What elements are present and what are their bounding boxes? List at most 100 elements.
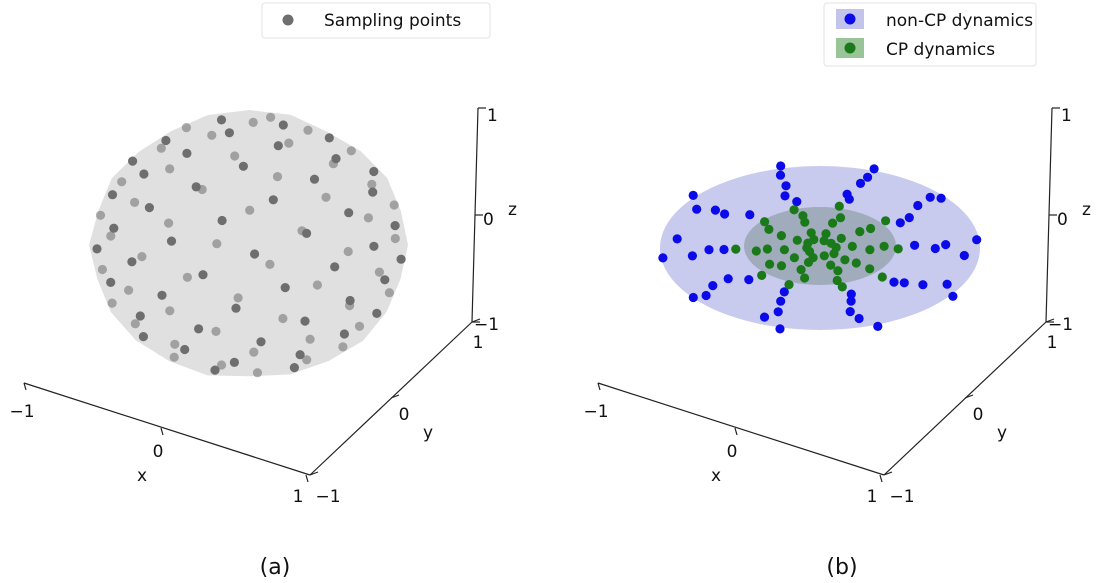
sampling-point (309, 174, 320, 184)
z-tick-label-b-1: 0 (1057, 210, 1068, 230)
y-axis-line-b (883, 321, 1047, 476)
cp-point (784, 280, 794, 290)
z-axis-label-b: z (1082, 200, 1091, 220)
sampling-point (374, 267, 384, 277)
non-cp-point (759, 312, 770, 322)
sampling-point (305, 334, 315, 344)
sampling-point (338, 342, 348, 352)
sampling-point (302, 228, 312, 238)
non-cp-point (948, 291, 958, 301)
panel-b: non-CP dynamics CP dynamics −1 0 1 x −1 … (583, 2, 1091, 580)
non-cp-point (781, 181, 791, 191)
cp-point (855, 227, 865, 237)
sampling-point (230, 151, 240, 161)
cp-point (847, 241, 857, 251)
x-tick-label-b-0: −1 (583, 402, 608, 422)
sampling-point (130, 319, 140, 329)
y-axis-label: y (423, 423, 433, 443)
non-cp-point (895, 218, 905, 228)
non-cp-point (672, 234, 682, 244)
sampling-point (157, 290, 167, 300)
x-axis-line (23, 382, 311, 476)
x-tick-label-2: 1 (293, 487, 304, 507)
non-cp-point (936, 193, 946, 203)
non-cp-point (910, 240, 920, 250)
sampling-point (238, 161, 248, 171)
cp-point (826, 238, 836, 248)
non-cp-point (845, 307, 855, 317)
sampling-point (346, 146, 356, 156)
sampling-point (107, 298, 117, 308)
sampling-point (343, 246, 353, 257)
non-cp-point (889, 277, 899, 287)
non-cp-point (925, 192, 935, 202)
sampling-point (137, 252, 147, 262)
sampling-point (224, 128, 234, 138)
x-tick-mark-b-2 (879, 474, 883, 483)
cp-point (826, 260, 836, 270)
sampling-point (390, 221, 400, 231)
sampling-point (300, 316, 310, 326)
sampling-point (181, 123, 191, 133)
non-cp-point (846, 289, 856, 299)
sampling-point (144, 203, 154, 213)
cp-point (821, 229, 831, 239)
cp-point (879, 241, 889, 251)
non-cp-point (776, 161, 786, 171)
sampling-point (256, 337, 266, 347)
non-cp-point (719, 244, 729, 255)
sampling-point (396, 254, 406, 264)
sampling-point (368, 187, 378, 197)
cp-point (819, 236, 829, 246)
cp-point (829, 249, 839, 259)
legend-a-marker-0 (282, 14, 294, 26)
non-cp-point (744, 275, 754, 285)
y-tick-label-b-1: 0 (973, 405, 984, 425)
sampling-point (169, 352, 179, 362)
non-cp-point (972, 235, 982, 245)
caption-a: (a) (260, 555, 291, 580)
sphere-surface (89, 110, 408, 377)
legend-a-box (261, 2, 491, 39)
cp-point (789, 253, 800, 263)
cp-point (765, 259, 775, 269)
sampling-point (194, 324, 204, 334)
x-tick-label-b-1: 0 (727, 442, 738, 462)
sampling-point (390, 233, 400, 244)
sampling-point (212, 239, 222, 249)
x-tick-label-0: −1 (9, 402, 34, 422)
sampling-point (165, 306, 175, 316)
cp-point (806, 228, 816, 238)
cp-point (792, 235, 802, 245)
legend-b-marker-0 (844, 13, 856, 25)
sampling-point (170, 339, 180, 349)
cp-point (851, 258, 861, 268)
sampling-point (164, 218, 174, 228)
non-cp-point (720, 209, 730, 219)
sampling-point (245, 205, 255, 215)
y-tick-mark-0 (309, 471, 319, 476)
sampling-point (384, 288, 394, 298)
sampling-point (124, 285, 134, 295)
sampling-point (312, 280, 322, 290)
non-cp-point (842, 189, 852, 199)
z-tick-label-b-0: −1 (1048, 315, 1073, 335)
sampling-point (268, 195, 278, 205)
non-cp-point (869, 164, 879, 174)
sampling-point (250, 249, 260, 259)
sampling-point (229, 357, 239, 367)
cp-point (837, 282, 847, 292)
sampling-point (248, 117, 258, 127)
sampling-point (289, 363, 299, 373)
z-tick-label-1: 0 (483, 210, 494, 230)
sampling-point (302, 355, 312, 365)
sampling-point (182, 148, 192, 158)
sampling-point (165, 164, 175, 174)
non-cp-point (658, 253, 668, 263)
cp-point (836, 233, 846, 243)
cp-point (796, 265, 806, 275)
x-tick-mark-2 (305, 474, 309, 483)
sampling-point (130, 197, 140, 207)
sampling-point (198, 270, 208, 280)
sampling-point (249, 347, 259, 357)
